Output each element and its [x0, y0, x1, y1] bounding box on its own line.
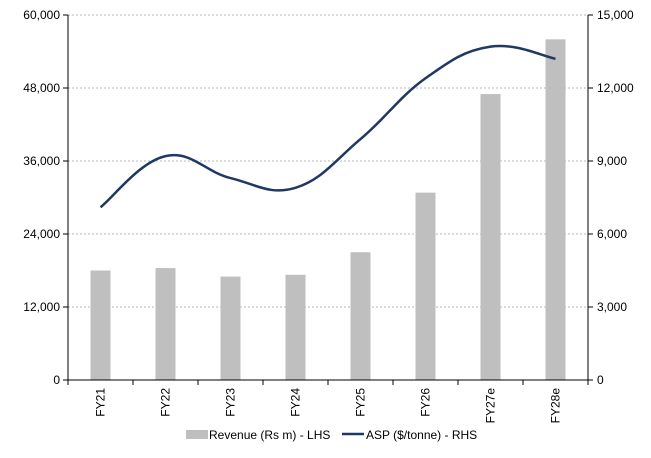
y-left-tick-label: 48,000 [23, 81, 60, 95]
x-tick-label: FY21 [94, 388, 108, 417]
x-tick-label: FY23 [224, 388, 238, 417]
legend: Revenue (Rs m) - LHS ASP ($/tonne) - RHS [186, 428, 477, 442]
bar-series [90, 39, 566, 380]
x-tick-label: FY24 [289, 388, 303, 417]
bar [285, 274, 306, 380]
y-right-tick-label: 12,000 [597, 81, 634, 95]
y-left-tick-label: 36,000 [23, 154, 60, 168]
bar [155, 268, 176, 380]
bar [90, 270, 111, 380]
x-tick-label: FY27e [484, 388, 498, 424]
x-tick-label: FY28e [549, 388, 563, 424]
y-left-tick-label: 24,000 [23, 227, 60, 241]
y-right-tick-label: 9,000 [597, 154, 627, 168]
axes: 0 12,000 24,000 36,000 48,000 60,000 0 3,000 6,0… [23, 8, 634, 423]
legend-swatch-revenue [186, 430, 208, 439]
bar [545, 39, 566, 380]
legend-label-asp: ASP ($/tonne) - RHS [366, 428, 477, 442]
bar [480, 94, 501, 380]
y-right-tick-label: 15,000 [597, 8, 634, 22]
x-tick-label: FY26 [419, 388, 433, 417]
x-tick-label: FY25 [354, 388, 368, 417]
y-left-tick-label: 12,000 [23, 300, 60, 314]
gridlines [68, 14, 588, 308]
y-left-tick-label: 0 [53, 373, 60, 387]
bar [415, 192, 436, 380]
y-right-tick-label: 6,000 [597, 227, 627, 241]
line-series [99, 44, 556, 209]
y-right-tick-label: 0 [597, 373, 604, 387]
bar [350, 252, 371, 380]
y-left-tick-label: 60,000 [23, 8, 60, 22]
legend-label-revenue: Revenue (Rs m) - LHS [209, 428, 330, 442]
x-tick-label: FY22 [159, 388, 173, 417]
y-right-tick-label: 3,000 [597, 300, 627, 314]
asp-line [99, 44, 556, 209]
bar [220, 276, 241, 380]
